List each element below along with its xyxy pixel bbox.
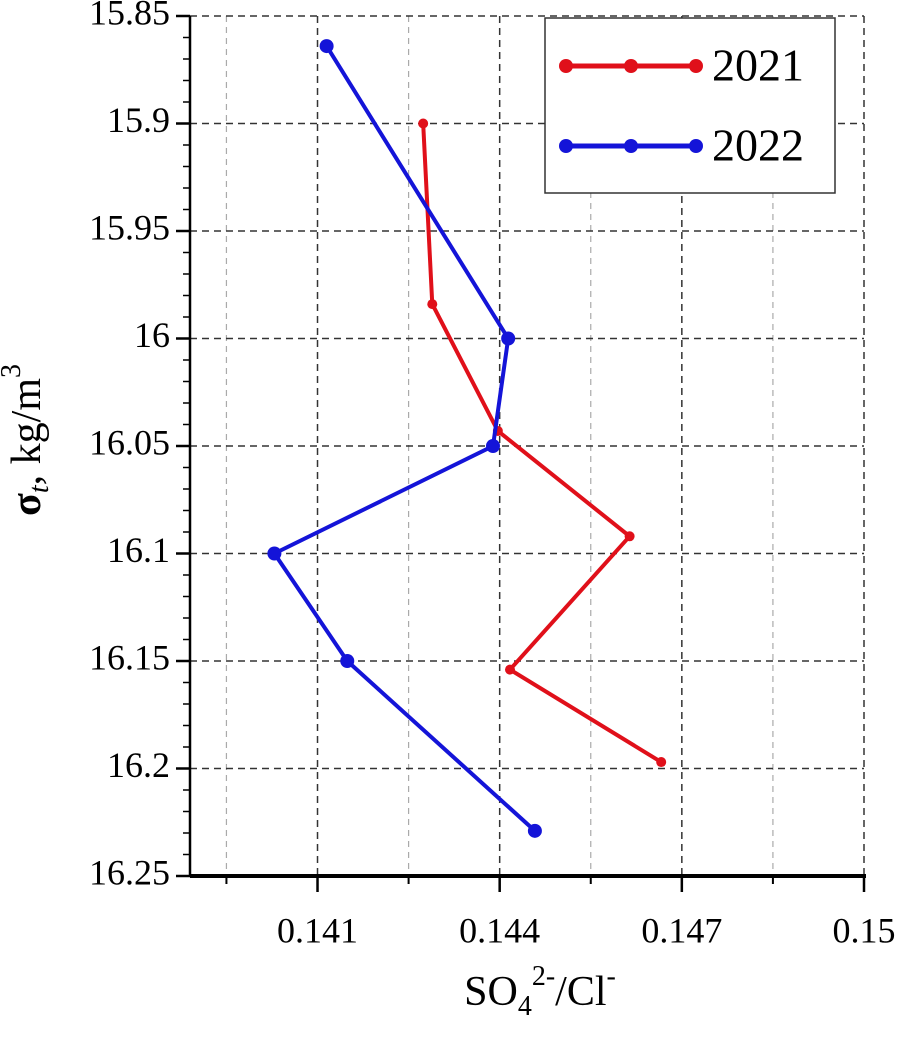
legend-marker [559,59,573,73]
x-tick-label: 0.147 [641,910,722,950]
data-point [340,654,355,668]
legend-marker [624,139,638,153]
legend-marker [624,59,638,73]
legend: 2021 2022 [544,17,836,194]
y-tick-label: 15.9 [107,100,170,140]
legend-box [544,17,836,194]
series-line [271,45,537,833]
data-point [427,299,438,310]
data-point [319,39,334,54]
legend-marker [689,59,703,73]
data-point [656,757,667,768]
data-point [267,546,282,561]
y-tick-label: 16.15 [89,637,170,677]
y-tick-label: 16.05 [89,422,170,462]
legend-label: 2022 [712,120,804,171]
y-tick-label: 16.1 [107,530,170,570]
data-point [527,823,542,838]
x-tick-label: 0.144 [459,910,540,950]
x-axis-label: SO42-/Cl- [464,961,616,1022]
data-point [624,531,635,542]
x-tick-label: 0.141 [277,910,358,950]
series-line [421,123,663,764]
legend-label: 2021 [712,40,804,91]
y-tick-label: 16.2 [107,745,170,785]
y-tick-label: 16.25 [89,852,170,892]
y-tick-label: 15.85 [89,0,170,32]
x-tick-label: 0.15 [833,910,896,950]
data-point [485,439,500,453]
legend-marker [559,139,573,153]
y-tick-label: 15.95 [89,207,170,247]
data-point [504,664,515,675]
data-point [418,118,429,129]
y-tick-label: 16 [134,315,170,355]
y-axis-label: σt, kg/m3 [0,364,55,516]
data-point [501,331,516,346]
legend-marker [689,139,703,153]
